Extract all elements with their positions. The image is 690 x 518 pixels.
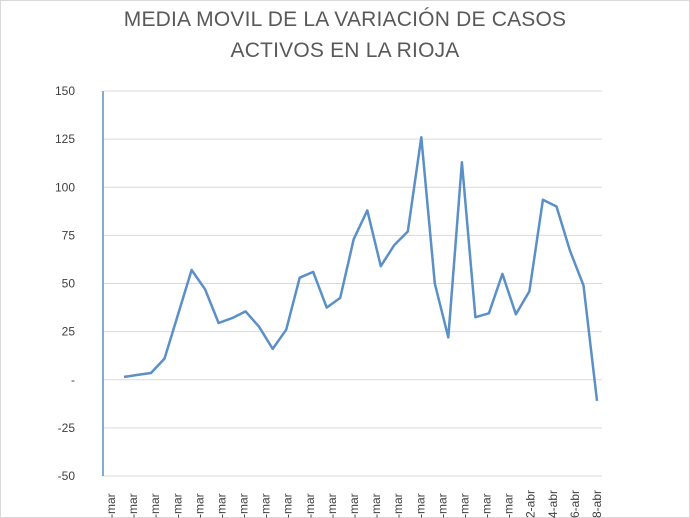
- x-tick-label: -mar: [435, 493, 449, 518]
- x-tick-label: -mar: [457, 493, 471, 518]
- x-tick-label: -mar: [391, 493, 405, 518]
- x-tick-label: -mar: [259, 493, 273, 518]
- x-tick-label: -mar: [281, 493, 295, 518]
- y-tick-label: 50: [62, 277, 76, 291]
- x-tick-label: 6-abr: [568, 490, 582, 518]
- y-tick-label: -25: [58, 421, 76, 435]
- y-tick-label: 75: [62, 228, 76, 242]
- x-tick-label: 4-abr: [546, 490, 560, 518]
- x-tick-label: -mar: [347, 493, 361, 518]
- chart-title-line-2: ACTIVOS EN LA RIOJA: [230, 39, 460, 62]
- x-tick-label: 8-abr: [590, 490, 604, 518]
- chart-title: MEDIA MOVIL DE LA VARIACIÓN DE CASOS ACT…: [0, 4, 690, 66]
- y-tick-label: 125: [55, 132, 75, 146]
- x-tick-label: -mar: [126, 493, 140, 518]
- y-tick-label: -: [71, 373, 75, 387]
- x-tick-label: -mar: [325, 493, 339, 518]
- y-tick-label: 150: [55, 84, 75, 98]
- x-tick-label: -mar: [214, 493, 228, 518]
- x-tick-label: -mar: [413, 493, 427, 518]
- x-tick-label: -mar: [237, 493, 251, 518]
- chart-title-line-1: MEDIA MOVIL DE LA VARIACIÓN DE CASOS: [123, 8, 567, 31]
- x-tick-label: -mar: [502, 493, 516, 518]
- x-tick-label: -mar: [369, 493, 383, 518]
- y-tick-label: 25: [62, 325, 76, 339]
- y-tick-label: 100: [55, 180, 75, 194]
- x-tick-label: -mar: [303, 493, 317, 518]
- x-tick-label: -mar: [170, 493, 184, 518]
- x-tick-label: -mar: [148, 493, 162, 518]
- x-tick-label: -mar: [480, 493, 494, 518]
- x-tick-label: 2-abr: [524, 490, 538, 518]
- series-line: [123, 135, 599, 402]
- x-tick-label: -mar: [104, 493, 118, 518]
- y-tick-label: -50: [58, 469, 76, 483]
- x-tick-label: -mar: [192, 493, 206, 518]
